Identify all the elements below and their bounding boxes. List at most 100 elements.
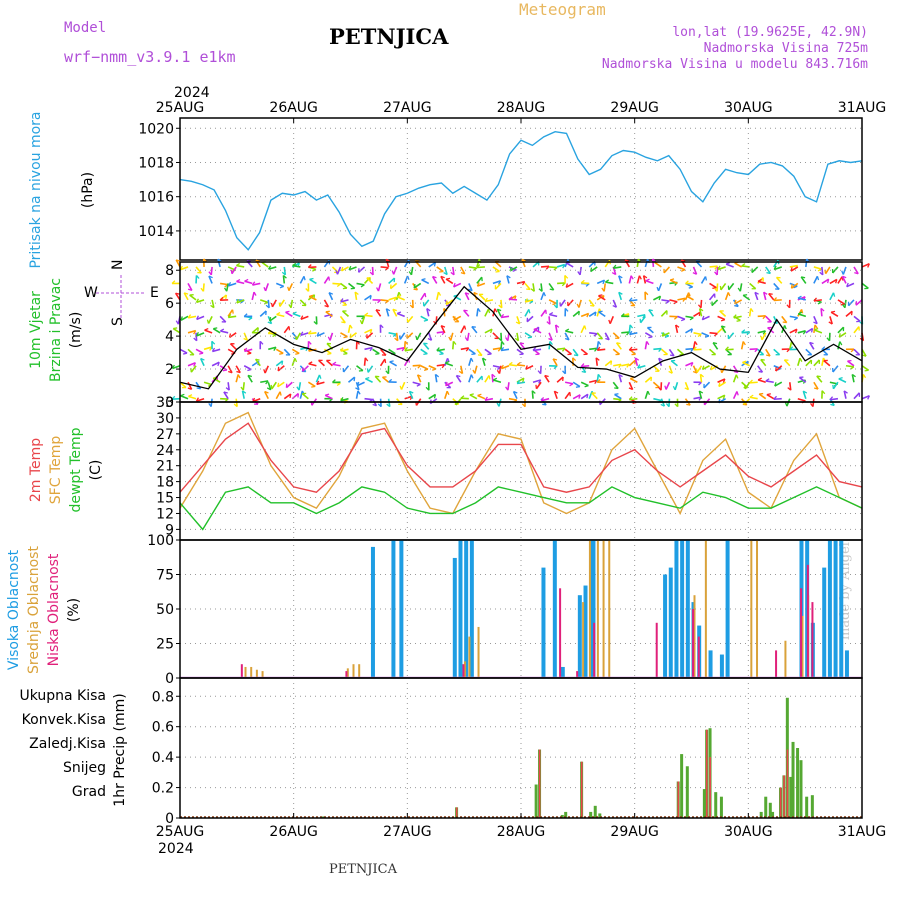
wind-barb-head	[477, 354, 483, 357]
y-axis-label: (%)	[66, 598, 82, 622]
wind-barb-head	[243, 347, 248, 352]
wind-barb-head	[773, 297, 778, 301]
cloud-bar-2	[559, 588, 562, 678]
wind-barb	[762, 291, 767, 301]
y-axis-label: (hPa)	[80, 172, 96, 208]
wind-barb-head	[585, 283, 590, 287]
wind-barb-head	[670, 278, 675, 281]
wind-barb-head	[658, 348, 662, 352]
wind-barb-head	[251, 281, 256, 286]
wind-barb-head	[300, 331, 304, 336]
wind-barb-head	[758, 370, 763, 373]
wind-barb-head	[482, 357, 487, 361]
wind-barb-head	[213, 327, 218, 330]
wind-barb-head	[688, 286, 693, 289]
wind-barb-head	[247, 368, 252, 372]
wind-barb-head	[850, 348, 855, 353]
wind-barb-head	[637, 364, 641, 369]
wind-barb	[291, 348, 300, 355]
wind-barb	[813, 316, 818, 324]
wind-barb-head	[458, 370, 463, 375]
y-tick-label: 1014	[138, 224, 174, 240]
wind-barb-head	[832, 384, 835, 389]
wind-barb-head	[404, 340, 409, 345]
wind-barb-head	[830, 403, 835, 407]
wind-barb	[677, 297, 686, 301]
wind-barb	[242, 382, 245, 391]
wind-barb	[805, 359, 813, 367]
wind-barb-head	[195, 397, 199, 402]
wind-barb-head	[643, 275, 648, 279]
wind-barb-head	[516, 379, 521, 384]
wind-barb	[639, 315, 647, 324]
wind-barb-head	[762, 330, 767, 335]
wind-barb	[821, 278, 830, 285]
wind-barb-head	[176, 259, 181, 262]
wind-barb-head	[236, 298, 240, 304]
wind-barb	[229, 332, 237, 339]
wind-barb-head	[625, 259, 630, 262]
wind-barb-head	[376, 287, 379, 292]
wind-barb	[595, 357, 599, 366]
wind-barb-head	[244, 278, 249, 282]
wind-barb-head	[515, 321, 520, 325]
wind-barb-head	[496, 402, 500, 407]
wind-barb	[557, 347, 566, 351]
wind-barb	[665, 381, 671, 390]
wind-barb	[741, 265, 750, 268]
wind-barb-head	[379, 324, 384, 329]
wind-barb	[508, 266, 517, 271]
wind-barb-head	[817, 268, 822, 272]
wind-barb	[843, 390, 847, 399]
wind-barb-head	[546, 321, 551, 325]
wind-barb-head	[353, 377, 356, 382]
wind-barb-head	[332, 361, 337, 365]
wind-barb-head	[476, 264, 481, 268]
cloud-bar-0	[674, 540, 679, 678]
wind-barb-head	[577, 271, 581, 276]
wind-barb-head	[714, 265, 719, 270]
wind-barb-head	[564, 307, 569, 312]
wind-barb	[699, 374, 703, 383]
wind-barb-head	[366, 368, 369, 373]
wind-legend-e: E	[150, 285, 159, 301]
wind-barb	[275, 391, 281, 400]
wind-barb	[422, 342, 430, 350]
wind-barb-head	[790, 267, 793, 272]
wind-barb	[653, 347, 662, 351]
wind-barb-head	[593, 333, 598, 337]
wind-barb	[524, 308, 530, 317]
wind-barb-head	[813, 297, 818, 302]
wind-barb	[268, 266, 277, 270]
wind-barb	[445, 381, 454, 387]
wind-barb-head	[548, 312, 554, 316]
precip-bar-0	[322, 816, 326, 818]
wind-barb	[651, 258, 655, 268]
wind-barb-head	[564, 274, 569, 279]
wind-barb	[702, 365, 710, 371]
wind-barb-head	[200, 357, 205, 361]
wind-barb-head	[460, 395, 465, 399]
wind-barb	[660, 348, 669, 356]
wind-barb	[212, 327, 221, 334]
wind-barb-head	[594, 311, 597, 317]
wind-barb-head	[668, 370, 673, 374]
wind-barb-head	[580, 363, 585, 367]
wind-barb	[717, 378, 726, 383]
precip-legend-item: Snijeg	[63, 760, 106, 776]
wind-barb	[188, 315, 197, 319]
wind-barb	[325, 311, 333, 318]
wind-barb-head	[803, 390, 808, 394]
y-tick-label: 0.4	[152, 750, 174, 766]
wind-barb-head	[452, 340, 457, 345]
wind-barb-head	[278, 302, 281, 307]
wind-barb-head	[578, 311, 580, 316]
wind-barb-head	[590, 304, 595, 307]
cloud-bar-1	[801, 615, 804, 678]
wind-barb-head	[386, 403, 391, 408]
wind-barb-head	[491, 373, 496, 378]
wind-barb	[283, 393, 292, 400]
wind-barb-head	[406, 275, 410, 280]
wind-barb	[581, 364, 590, 368]
wind-barb	[614, 393, 622, 400]
